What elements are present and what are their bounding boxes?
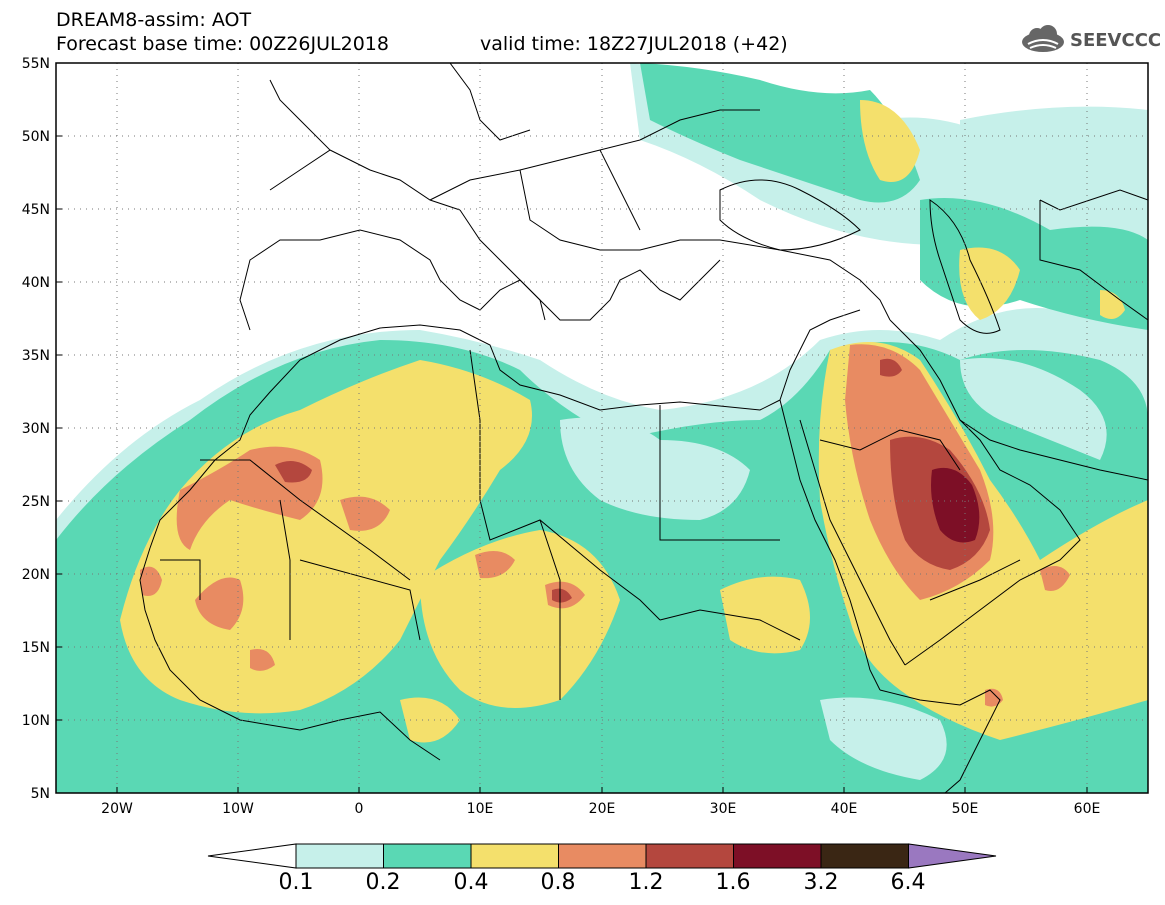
- colorbar-label: 0.4: [453, 870, 489, 895]
- colorbar-segment: [295, 843, 384, 869]
- colorbar-label: 6.4: [890, 870, 926, 895]
- lon-label: 30E: [710, 801, 737, 817]
- colorbar-label: 0.2: [365, 870, 401, 895]
- coastlines: [139, 63, 1148, 793]
- lon-label: 40E: [831, 801, 858, 817]
- lat-label: 45N: [22, 202, 50, 218]
- logo-text: SEEVCCC: [1070, 30, 1162, 51]
- colorbar: [207, 843, 997, 869]
- colorbar-under-triangle: [207, 843, 297, 869]
- colorbar-segment: [558, 843, 647, 869]
- colorbar-segment: [470, 843, 559, 869]
- lat-label: 30N: [22, 421, 50, 437]
- colorbar-label: 3.2: [803, 870, 839, 895]
- lat-label: 40N: [22, 275, 50, 291]
- lon-label: 10W: [222, 801, 254, 817]
- colorbar-label: 1.6: [715, 870, 751, 895]
- cloud-logo-icon: [1022, 25, 1064, 52]
- lat-label: 25N: [22, 494, 50, 510]
- lon-label: 0: [355, 801, 364, 817]
- colorbar-segment: [383, 843, 472, 869]
- lat-label: 20N: [22, 567, 50, 583]
- lon-label: 20E: [589, 801, 616, 817]
- lon-label: 20W: [101, 801, 133, 817]
- lat-label: 10N: [22, 713, 50, 729]
- colorbar-segment: [733, 843, 822, 869]
- colorbar-segment: [645, 843, 734, 869]
- seevccc-logo: SEEVCCC: [1018, 22, 1162, 58]
- lat-label: 55N: [22, 56, 50, 72]
- colorbar-over-triangle: [908, 843, 997, 869]
- axis-ticks: [56, 62, 1088, 794]
- lat-label: 15N: [22, 640, 50, 656]
- lat-label: 35N: [22, 348, 50, 364]
- valid-time: valid time: 18Z27JUL2018 (+42): [480, 33, 788, 55]
- colorbar-segment: [820, 843, 909, 869]
- map-title: DREAM8-assim: AOT: [56, 9, 252, 31]
- aot-fields: [56, 63, 1148, 793]
- lat-lon-grid: [56, 63, 1148, 793]
- lat-label: 5N: [31, 786, 50, 802]
- colorbar-label: 0.8: [540, 870, 576, 895]
- colorbar-label: 1.2: [628, 870, 664, 895]
- base-time: Forecast base time: 00Z26JUL2018: [56, 33, 389, 55]
- lon-label: 10E: [467, 801, 494, 817]
- lon-label: 50E: [952, 801, 979, 817]
- colorbar-label: 0.1: [278, 870, 314, 895]
- lon-label: 60E: [1074, 801, 1101, 817]
- lat-label: 50N: [22, 129, 50, 145]
